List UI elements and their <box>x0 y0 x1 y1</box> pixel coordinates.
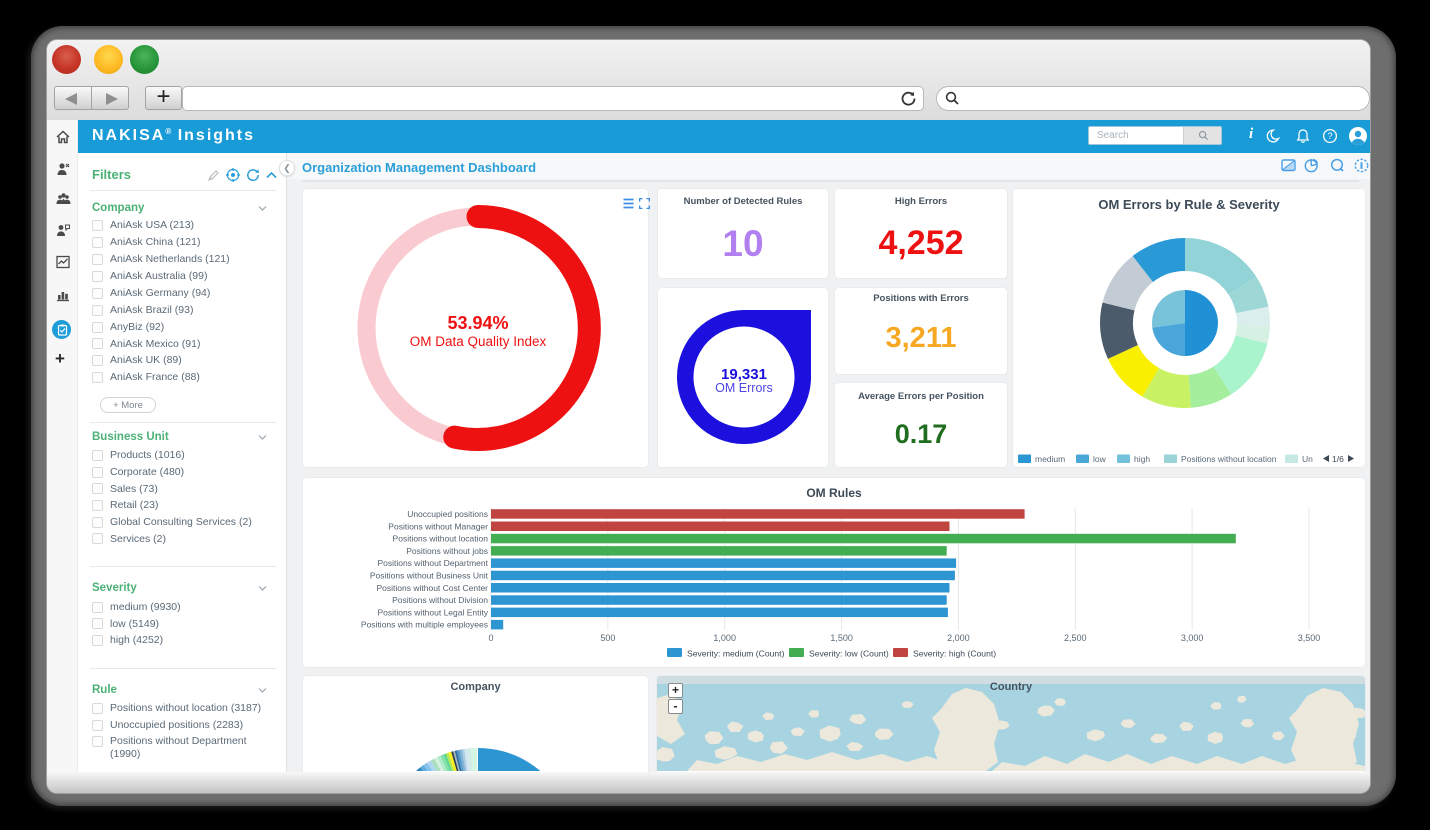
svg-text:?: ? <box>1327 131 1332 141</box>
svg-text:high: high <box>1134 454 1150 464</box>
svg-text:2,000: 2,000 <box>947 633 970 643</box>
svg-text:Positions without Legal Entity: Positions without Legal Entity <box>377 607 488 617</box>
svg-text:53.94%: 53.94% <box>447 313 508 333</box>
svg-text:Severity: low (Count): Severity: low (Count) <box>809 649 889 659</box>
svg-text:Positions without location: Positions without location <box>393 534 489 544</box>
svg-text:Positions without Business Uni: Positions without Business Unit <box>370 571 489 581</box>
svg-text:1,500: 1,500 <box>830 633 853 643</box>
svg-text:Un: Un <box>1302 454 1313 464</box>
svg-text:2,500: 2,500 <box>1064 633 1087 643</box>
svg-text:OM Data Quality Index: OM Data Quality Index <box>410 334 547 349</box>
svg-text:OM Errors: OM Errors <box>715 381 773 395</box>
svg-text:Severity: medium (Count): Severity: medium (Count) <box>687 649 785 659</box>
svg-text:low: low <box>1093 454 1107 464</box>
svg-text:3,000: 3,000 <box>1181 633 1204 643</box>
svg-text:Positions without location: Positions without location <box>1181 454 1277 464</box>
svg-text:Positions without Cost Center: Positions without Cost Center <box>377 583 489 593</box>
svg-text:1/6: 1/6 <box>1332 454 1344 464</box>
svg-text:Positions without jobs: Positions without jobs <box>406 546 488 556</box>
svg-text:500: 500 <box>600 633 615 643</box>
svg-text:medium: medium <box>1035 454 1065 464</box>
svg-text:Severity: high (Count): Severity: high (Count) <box>913 649 996 659</box>
svg-text:Unoccupied positions: Unoccupied positions <box>407 509 488 519</box>
svg-text:3,500: 3,500 <box>1298 633 1321 643</box>
svg-text:Positions without Department: Positions without Department <box>377 558 488 568</box>
svg-text:Positions without Manager: Positions without Manager <box>388 521 488 531</box>
svg-text:Positions with multiple employ: Positions with multiple employees <box>361 620 488 630</box>
svg-text:0: 0 <box>488 633 493 643</box>
svg-text:19,331: 19,331 <box>721 366 767 383</box>
svg-text:1,000: 1,000 <box>713 633 736 643</box>
svg-text:Positions without Division: Positions without Division <box>392 595 488 605</box>
